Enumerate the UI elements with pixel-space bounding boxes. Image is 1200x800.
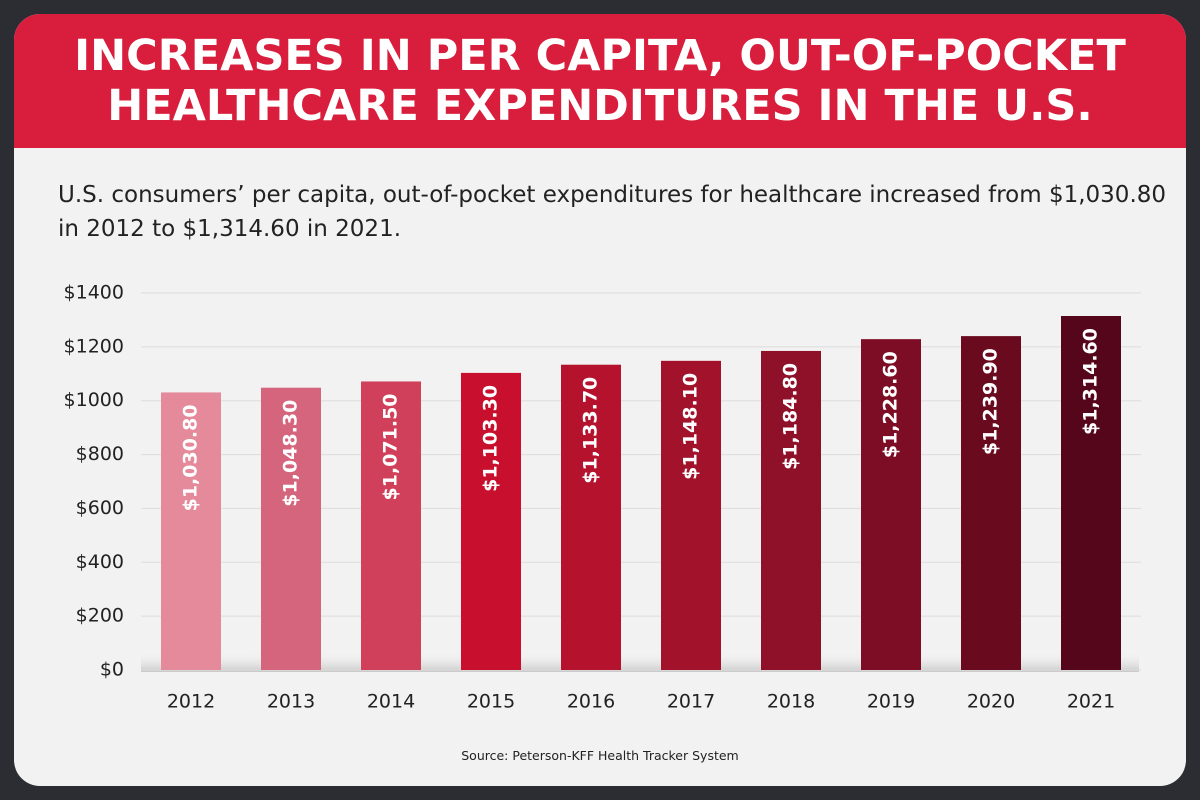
value-label: $1,228.60 [880, 351, 902, 458]
bar [1061, 315, 1121, 670]
value-label: $1,103.30 [480, 385, 502, 492]
y-tick-label: $600 [76, 497, 124, 519]
header: INCREASES IN PER CAPITA, OUT-OF-POCKET H… [14, 14, 1186, 148]
bar [761, 350, 821, 670]
value-label: $1,148.10 [680, 373, 702, 480]
value-label: $1,133.70 [580, 377, 602, 484]
bar [361, 381, 421, 670]
value-label: $1,030.80 [180, 404, 202, 511]
y-tick-label: $1400 [64, 282, 124, 304]
bar [861, 339, 921, 670]
y-tick-label: $1000 [64, 389, 124, 411]
y-tick-label: $1200 [64, 335, 124, 357]
chart-title: INCREASES IN PER CAPITA, OUT-OF-POCKET H… [74, 31, 1126, 131]
x-tick-label: 2020 [967, 691, 1015, 713]
value-label: $1,048.30 [280, 400, 302, 507]
value-label: $1,184.80 [780, 363, 802, 470]
bar [261, 387, 321, 670]
y-tick-label: $400 [76, 551, 124, 573]
value-label: $1,071.50 [380, 393, 402, 500]
x-tick-label: 2017 [667, 691, 715, 713]
y-tick-label: $800 [76, 443, 124, 465]
bar [461, 372, 521, 670]
value-label: $1,314.60 [1080, 328, 1102, 435]
bar [961, 336, 1021, 670]
bar [161, 392, 221, 670]
value-label: $1,239.90 [980, 348, 1002, 455]
bar [661, 360, 721, 670]
x-tick-label: 2016 [567, 691, 615, 713]
x-tick-label: 2018 [767, 691, 815, 713]
x-tick-label: 2019 [867, 691, 915, 713]
y-tick-label: $200 [76, 605, 124, 627]
x-tick-label: 2012 [167, 691, 215, 713]
chart-subtitle: U.S. consumers’ per capita, out-of-pocke… [58, 182, 1167, 242]
bar [561, 364, 621, 670]
x-tick-label: 2015 [467, 691, 515, 713]
x-tick-label: 2021 [1067, 691, 1115, 713]
source-note: Source: Peterson-KFF Health Tracker Syst… [461, 748, 739, 763]
x-tick-label: 2013 [267, 691, 315, 713]
y-tick-label: $0 [100, 659, 124, 681]
x-tick-label: 2014 [367, 691, 415, 713]
